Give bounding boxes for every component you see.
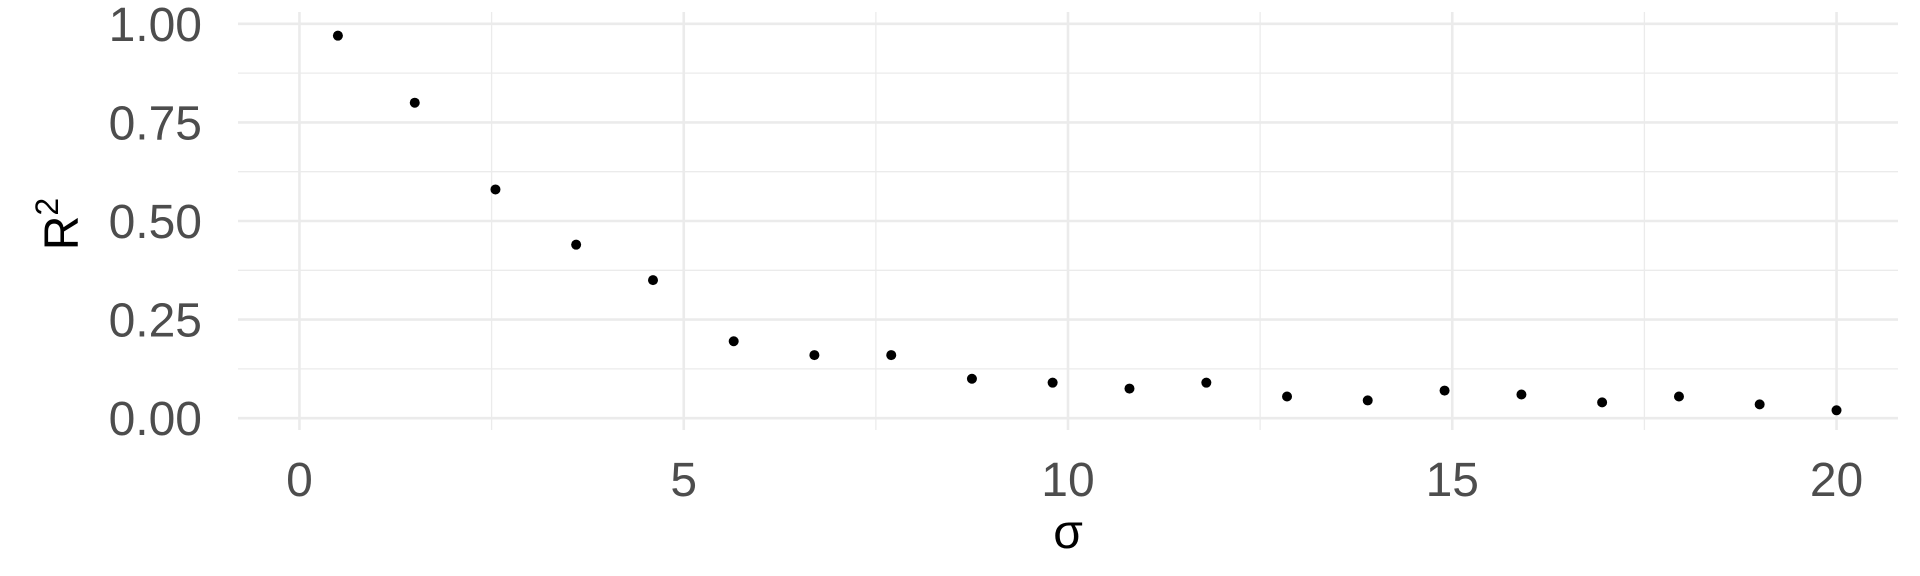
y-tick-label-4: 1.00 bbox=[109, 0, 202, 52]
data-point-15 bbox=[1516, 389, 1527, 400]
data-point-12 bbox=[1282, 391, 1293, 402]
data-point-5 bbox=[728, 336, 739, 347]
x-tick-labels: 0 5 10 15 20 bbox=[286, 454, 1863, 507]
data-point-8 bbox=[966, 373, 977, 384]
y-tick-label-1: 0.25 bbox=[109, 295, 202, 348]
svg-text:R2: R2 bbox=[29, 198, 89, 250]
y-axis-title-superscript: 2 bbox=[29, 198, 65, 216]
data-point-7 bbox=[886, 350, 897, 361]
x-tick-label-0: 0 bbox=[286, 454, 313, 507]
y-tick-label-3: 0.75 bbox=[109, 97, 202, 150]
data-point-6 bbox=[809, 350, 820, 361]
y-tick-label-0: 0.00 bbox=[109, 393, 202, 446]
x-axis-title: σ bbox=[1053, 506, 1083, 559]
data-point-13 bbox=[1362, 395, 1373, 406]
data-point-11 bbox=[1201, 377, 1212, 388]
data-point-3 bbox=[571, 239, 582, 250]
data-point-18 bbox=[1754, 399, 1765, 410]
data-point-1 bbox=[409, 97, 420, 108]
x-tick-label-1: 5 bbox=[670, 454, 697, 507]
x-tick-label-4: 20 bbox=[1810, 454, 1863, 507]
x-tick-label-3: 15 bbox=[1426, 454, 1479, 507]
data-point-19 bbox=[1831, 405, 1842, 416]
data-point-0 bbox=[332, 30, 343, 41]
data-points bbox=[332, 30, 1842, 416]
y-axis-title: R2 bbox=[29, 198, 89, 250]
data-point-17 bbox=[1673, 391, 1684, 402]
data-point-10 bbox=[1124, 383, 1135, 394]
y-tick-labels: 0.00 0.25 0.50 0.75 1.00 bbox=[109, 0, 202, 446]
data-point-4 bbox=[648, 275, 658, 286]
data-point-16 bbox=[1597, 397, 1608, 408]
data-point-14 bbox=[1439, 385, 1450, 396]
y-axis-title-main: R bbox=[36, 216, 89, 251]
grid bbox=[238, 12, 1898, 430]
y-tick-label-2: 0.50 bbox=[109, 196, 202, 249]
data-point-9 bbox=[1047, 377, 1058, 388]
data-point-2 bbox=[490, 184, 501, 195]
x-tick-label-2: 10 bbox=[1041, 454, 1094, 507]
